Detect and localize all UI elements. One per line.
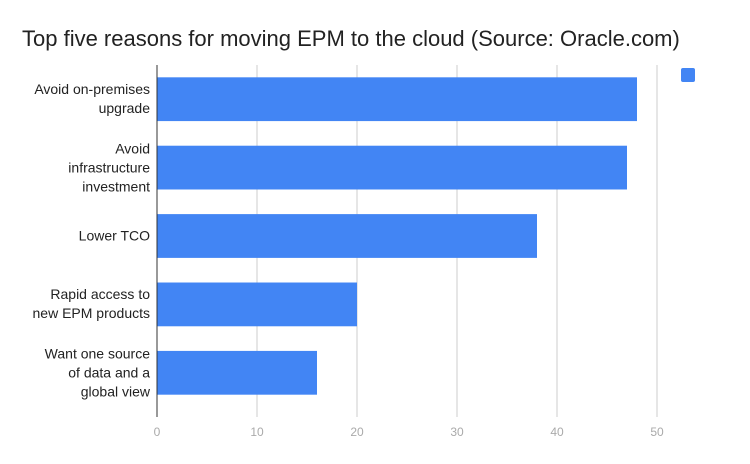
y-tick-label: Want one source of data and a global vie…: [44, 345, 150, 400]
y-tick-label: Rapid access to new EPM products: [32, 286, 151, 322]
y-tick-label: Lower TCO: [78, 227, 150, 244]
x-tick-label: 10: [250, 425, 264, 439]
legend-marker: [681, 68, 695, 82]
y-tick-label: Avoid on-premises upgrade: [34, 81, 150, 117]
x-tick-label: 0: [154, 425, 161, 439]
bar: [157, 350, 317, 395]
y-tick-label: Avoid infrastructure investment: [68, 140, 150, 195]
bar: [157, 282, 357, 327]
bar: [157, 214, 537, 258]
x-tick-label: 20: [350, 425, 364, 439]
x-tick-label: 50: [650, 425, 664, 439]
x-tick-label: 40: [550, 425, 564, 439]
x-tick-label: 30: [450, 425, 464, 439]
bar: [157, 145, 627, 190]
bar: [157, 77, 637, 122]
chart-title: Top five reasons for moving EPM to the c…: [22, 26, 680, 51]
